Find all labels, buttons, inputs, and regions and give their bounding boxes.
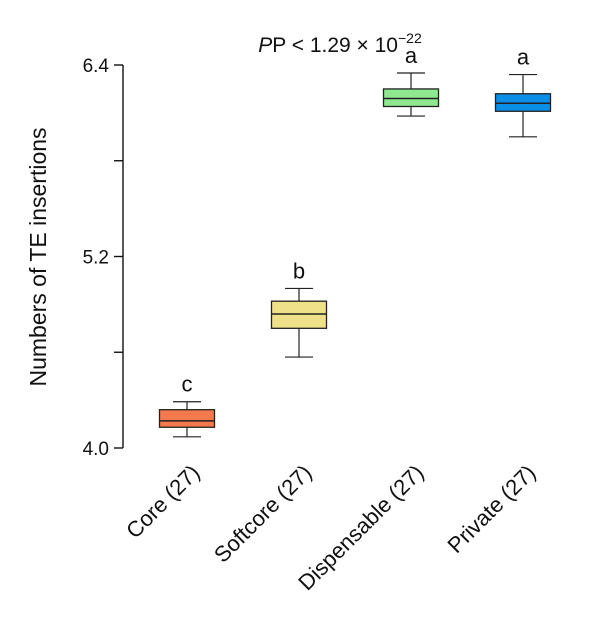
y-tick-label: 6.4 — [83, 56, 110, 77]
group-letter: b — [293, 258, 305, 283]
p-value-exponent: −22 — [398, 30, 422, 46]
x-tick-label: Core (27) — [121, 460, 204, 543]
box-iqr — [494, 93, 552, 112]
y-tick-label: 5.2 — [83, 248, 109, 269]
box-iqr — [270, 300, 328, 329]
y-axis: 4.0 5.2 6.4 — [83, 56, 124, 460]
box-4: a — [494, 45, 552, 138]
box-iqr — [382, 88, 440, 108]
y-axis-label: Numbers of TE insertions — [25, 127, 51, 386]
x-axis-labels: Core (27) Softcore (27)Dispensable (27) Pr… — [121, 460, 540, 595]
group-letter: a — [517, 45, 530, 70]
box-2: b — [270, 258, 328, 358]
y-tick-label: 4.0 — [83, 439, 109, 460]
x-tick-label: Private (27) — [442, 460, 540, 558]
p-value-text: P < 1.29 × 10 — [272, 34, 398, 57]
group-letter: c — [182, 372, 193, 397]
box-3: a — [382, 43, 440, 117]
box-iqr — [158, 409, 216, 428]
group-letter: a — [405, 43, 418, 68]
boxes: c b a a — [158, 43, 552, 438]
x-tick-label: Softcore (27) — [209, 460, 317, 568]
p-value-annotation: PP < 1.29 × 10−22 — [258, 30, 422, 57]
box-1: c — [158, 372, 216, 438]
